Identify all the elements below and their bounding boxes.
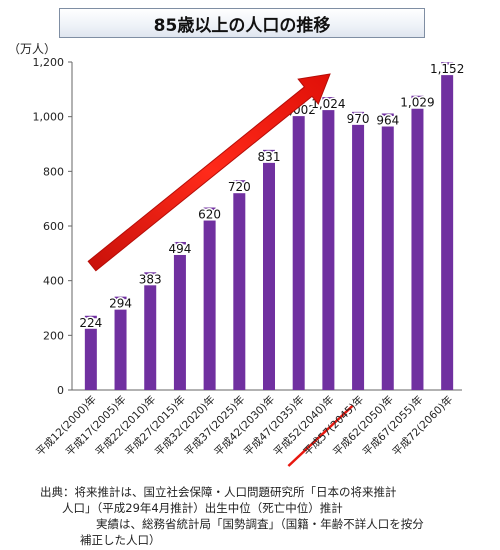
highlight-underline: [287, 405, 354, 467]
data-label: 831: [258, 150, 281, 164]
bar-chart: 02004006008001,0001,200224平成12(2000)年294…: [33, 56, 466, 467]
source-note: 出典：将来推計は、国立社会保障・人口問題研究所「日本の将来推計 人口」（平成29…: [40, 484, 480, 548]
data-label: 1,029: [400, 96, 434, 110]
bar-cap: [233, 180, 246, 183]
y-tick-label: 0: [57, 384, 64, 397]
bar: [144, 285, 157, 390]
bar: [173, 254, 186, 390]
y-axis-unit-label: （万人）: [8, 42, 57, 56]
bar: [233, 193, 246, 390]
bar: [114, 309, 127, 390]
bar-cap: [322, 97, 335, 100]
bar: [203, 220, 216, 390]
y-tick-label: 600: [43, 220, 64, 233]
bar-cap: [114, 296, 127, 300]
bar: [263, 162, 275, 390]
trend-arrow-icon: [87, 73, 331, 272]
bar: [84, 328, 97, 390]
data-label: 970: [347, 112, 370, 126]
data-label: 224: [79, 316, 102, 330]
bar: [352, 124, 365, 390]
y-tick-label: 1,200: [33, 56, 65, 69]
data-label: 294: [109, 297, 132, 311]
bar: [322, 110, 335, 391]
data-label: 620: [198, 208, 221, 222]
bar-cap: [411, 95, 424, 99]
bar-cap: [263, 149, 275, 153]
data-label: 494: [168, 242, 191, 256]
bar-cap: [173, 241, 186, 245]
source-line-2: 人口」（平成29年4月推計）出生中位（死亡中位）推計: [62, 501, 343, 515]
y-tick-label: 1,000: [33, 111, 65, 124]
bar-cap: [441, 62, 454, 65]
bar-cap: [144, 272, 157, 275]
bar: [381, 126, 394, 391]
data-label: 383: [139, 272, 162, 286]
bar: [441, 75, 454, 391]
bar-cap: [84, 315, 97, 319]
y-tick-label: 400: [43, 275, 64, 288]
chart-title: 85歳以上の人口の推移: [59, 8, 425, 38]
source-line-4: 補正した人口）: [80, 533, 161, 547]
bar-cap: [381, 113, 394, 117]
bar-cap: [352, 111, 365, 115]
source-line-3: 実績は、総務省統計局「国勢調査」（国籍・年齢不詳人口を按分: [96, 517, 424, 531]
y-tick-label: 800: [43, 165, 64, 178]
data-label: 1,152: [430, 62, 464, 76]
data-label: 964: [376, 114, 399, 128]
bar: [411, 108, 424, 391]
bar: [292, 116, 305, 391]
data-label: 720: [228, 180, 251, 194]
source-line-1: 出典：将来推計は、国立社会保障・人口問題研究所「日本の将来推計: [40, 485, 397, 499]
y-tick-label: 200: [43, 329, 64, 342]
bar-cap: [203, 207, 216, 211]
